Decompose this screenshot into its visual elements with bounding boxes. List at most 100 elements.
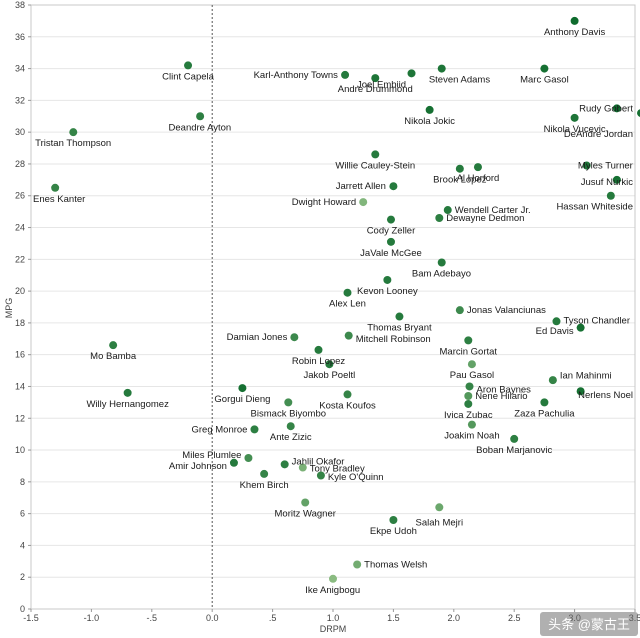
data-point bbox=[386, 215, 395, 224]
point-label: Joakim Noah bbox=[444, 431, 499, 442]
data-point bbox=[286, 422, 295, 431]
data-point bbox=[196, 112, 205, 121]
grid bbox=[31, 4, 635, 610]
y-tick-label: 10 bbox=[15, 445, 25, 455]
data-point bbox=[250, 425, 259, 434]
point-label: Joel Embiid bbox=[357, 79, 406, 90]
y-tick-label: 34 bbox=[15, 64, 25, 74]
point-label: Karl-Anthony Towns bbox=[254, 70, 339, 81]
data-point bbox=[314, 345, 323, 354]
x-tick-label: -.5 bbox=[147, 613, 158, 623]
data-point bbox=[612, 104, 621, 113]
data-point bbox=[612, 175, 621, 184]
point-label: Mitchell Robinson bbox=[356, 334, 431, 345]
y-tick-label: 6 bbox=[20, 509, 25, 519]
data-point bbox=[437, 64, 446, 73]
x-tick-label: 2.0 bbox=[448, 613, 461, 623]
data-point bbox=[244, 454, 253, 462]
point-label: Greg Monroe bbox=[192, 424, 248, 435]
point-label: Khem Birch bbox=[240, 480, 289, 491]
y-tick-label: 0 bbox=[20, 604, 25, 614]
point-label: Alex Len bbox=[329, 299, 366, 310]
data-point bbox=[316, 471, 325, 480]
data-point bbox=[465, 382, 474, 391]
point-label: Gorgui Dieng bbox=[214, 394, 270, 405]
data-point bbox=[301, 498, 310, 507]
data-point bbox=[298, 463, 307, 472]
point-label: Moritz Wagner bbox=[275, 509, 336, 520]
data-point bbox=[455, 306, 464, 315]
point-label: Kevon Looney bbox=[357, 286, 418, 297]
data-point bbox=[637, 109, 640, 117]
point-label: Ante Zizic bbox=[270, 432, 312, 443]
point-label: Myles Turner bbox=[578, 161, 633, 172]
data-point bbox=[464, 399, 473, 408]
x-tick-label: -1.0 bbox=[84, 613, 100, 623]
point-label: Tristan Thompson bbox=[35, 138, 111, 149]
y-tick-label: 20 bbox=[15, 286, 25, 296]
point-label: Tyson Chandler bbox=[563, 316, 630, 327]
data-point bbox=[280, 460, 289, 469]
data-point bbox=[284, 398, 293, 407]
point-label: Nikola Vucevic bbox=[544, 124, 606, 135]
point-label: Willy Hernangomez bbox=[86, 399, 169, 410]
data-point bbox=[229, 458, 238, 467]
point-label: Bam Adebayo bbox=[412, 268, 471, 279]
point-label: Kyle O'Quinn bbox=[328, 472, 384, 483]
point-label: Enes Kanter bbox=[33, 194, 85, 205]
y-tick-label: 4 bbox=[20, 540, 25, 550]
point-label: Amir Johnson bbox=[169, 461, 227, 472]
point-label: Jakob Poeltl bbox=[303, 370, 355, 381]
x-tick-label: 0.0 bbox=[206, 613, 219, 623]
data-point bbox=[576, 323, 585, 332]
watermark: 头条 @蒙古王 bbox=[540, 612, 638, 636]
y-tick-label: 14 bbox=[15, 381, 25, 391]
data-point bbox=[325, 360, 334, 369]
data-point bbox=[371, 150, 380, 159]
data-points bbox=[51, 16, 640, 583]
data-point bbox=[576, 387, 585, 396]
point-label: Thomas Welsh bbox=[364, 559, 427, 570]
watermark-background bbox=[540, 612, 638, 636]
watermark-text: 头条 @蒙古王 bbox=[548, 617, 630, 632]
y-tick-label: 22 bbox=[15, 254, 25, 264]
point-label: Miles Plumlee bbox=[182, 450, 241, 461]
x-tick-label: 1.0 bbox=[327, 613, 340, 623]
point-label: Willie Cauley-Stein bbox=[335, 160, 415, 171]
data-point bbox=[473, 163, 482, 172]
point-label: Kosta Koufos bbox=[319, 400, 376, 411]
data-point bbox=[389, 515, 398, 524]
data-point bbox=[552, 317, 561, 326]
point-label: Deandre Ayton bbox=[169, 122, 232, 133]
y-tick-label: 28 bbox=[15, 159, 25, 169]
point-label: Ekpe Udoh bbox=[370, 526, 417, 537]
point-label: Bismack Biyombo bbox=[251, 408, 327, 419]
point-label: Rudy Gobert bbox=[579, 103, 633, 114]
point-label: Nikola Jokic bbox=[404, 116, 455, 127]
y-tick-label: 36 bbox=[15, 32, 25, 42]
point-label: Mo Bamba bbox=[90, 351, 137, 362]
data-point bbox=[290, 333, 299, 342]
point-label: Cody Zeller bbox=[367, 226, 416, 237]
point-label: Jonas Valanciunas bbox=[467, 305, 546, 316]
point-label: Damian Jones bbox=[227, 332, 288, 343]
point-label: Al Horford bbox=[457, 173, 500, 184]
data-point bbox=[606, 191, 615, 200]
point-label: JaVale McGee bbox=[360, 248, 422, 259]
point-label: Jarrett Allen bbox=[336, 181, 386, 192]
point-label: Robin Lopez bbox=[292, 356, 346, 367]
data-point bbox=[383, 275, 392, 284]
data-point bbox=[389, 182, 398, 191]
point-label: Ed Davis bbox=[536, 326, 574, 337]
point-label: Clint Capela bbox=[162, 71, 214, 82]
x-tick-label: 1.5 bbox=[387, 613, 400, 623]
y-tick-label: 16 bbox=[15, 350, 25, 360]
y-tick-label: 2 bbox=[20, 572, 25, 582]
point-label: Wendell Carter Jr. bbox=[455, 205, 531, 216]
data-point bbox=[407, 69, 416, 78]
point-label: Tony Bradley bbox=[310, 463, 365, 474]
y-tick-label: 30 bbox=[15, 127, 25, 137]
point-label: Thomas Bryant bbox=[367, 323, 432, 334]
point-label: Ian Mahinmi bbox=[560, 370, 612, 381]
